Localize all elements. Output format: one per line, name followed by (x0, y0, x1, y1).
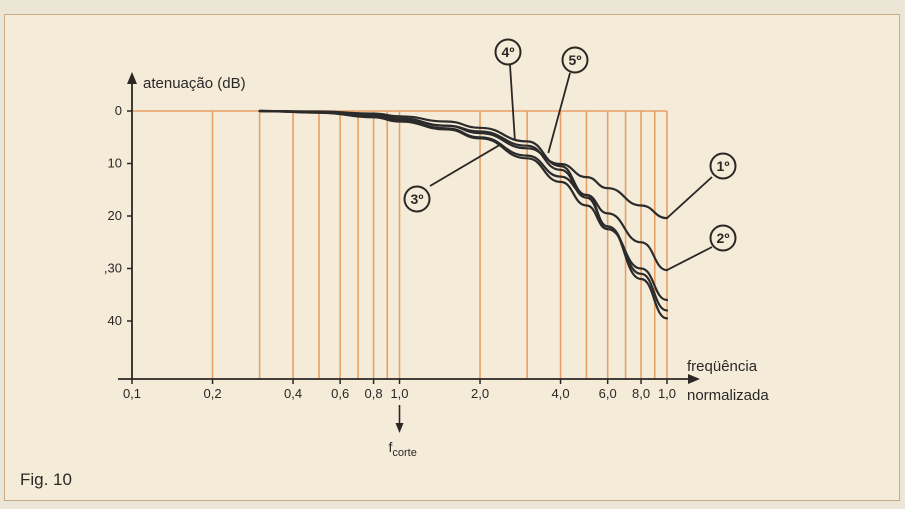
y-tick-label: 0 (115, 103, 122, 118)
curve-order-1 (258, 109, 669, 220)
x-axis-arrow (688, 374, 700, 384)
figure-frame (4, 14, 900, 501)
callout-leader (666, 246, 713, 271)
cutoff-arrow-head (395, 423, 404, 433)
callout-label: 2º (717, 230, 730, 246)
callout-circle (494, 38, 522, 66)
cutoff-label: fcorte (389, 439, 417, 459)
y-tick-label: 10 (108, 156, 122, 171)
x-tick-label: 0,6 (331, 386, 349, 401)
callout-label: 5º (569, 52, 582, 68)
y-tick-label: ,30 (104, 261, 122, 276)
callout-leader (666, 176, 713, 219)
x-tick-label: 8,0 (632, 386, 650, 401)
x-tick-label: 1,0 (390, 386, 408, 401)
y-tick-label: 40 (108, 313, 122, 328)
x-axis-title-line1: freqüência (687, 358, 758, 375)
callout-leader (429, 143, 502, 187)
curve-order-4 (258, 109, 669, 312)
callout-circle (561, 46, 589, 74)
callout-circle (709, 224, 737, 252)
x-tick-label: 1,0 (658, 386, 676, 401)
callout-circle (709, 152, 737, 180)
curve-order-3 (258, 109, 669, 302)
x-tick-label: 6,0 (599, 386, 617, 401)
y-axis-arrow (127, 72, 137, 84)
callout-circle (403, 185, 431, 213)
x-tick-label: 0,8 (365, 386, 383, 401)
y-tick-label: 20 (108, 208, 122, 223)
x-tick-label: 0,1 (123, 386, 141, 401)
callout-label: 1º (717, 158, 730, 174)
x-axis-title-line2: normalizada (687, 387, 769, 404)
callout-label: 3º (411, 191, 424, 207)
x-tick-label: 0,4 (284, 386, 302, 401)
x-tick-label: 2,0 (471, 386, 489, 401)
callout-leader (547, 72, 571, 154)
x-tick-label: 4,0 (552, 386, 570, 401)
cutoff-f: f (389, 439, 393, 455)
figure-caption: Fig. 10 (20, 470, 72, 489)
curve-order-5 (258, 109, 669, 320)
y-axis-title: atenuação (dB) (143, 75, 246, 92)
cutoff-sub: corte (392, 447, 416, 459)
callout-label: 4º (502, 44, 515, 60)
x-tick-label: 0,2 (203, 386, 221, 401)
callout-leader (509, 64, 516, 140)
